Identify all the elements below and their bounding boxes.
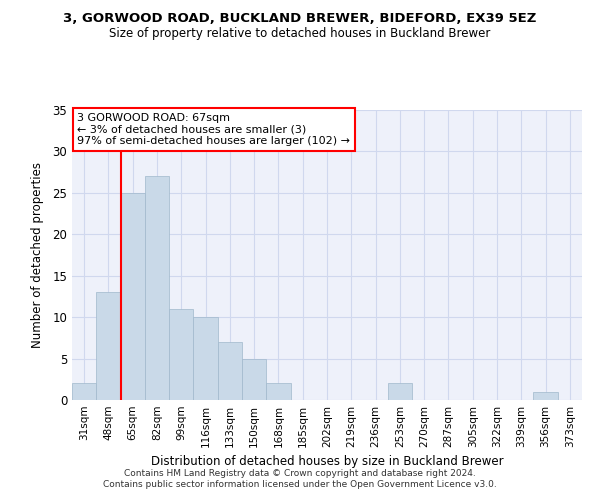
X-axis label: Distribution of detached houses by size in Buckland Brewer: Distribution of detached houses by size …: [151, 456, 503, 468]
Bar: [242, 358, 266, 400]
Bar: [193, 317, 218, 400]
Bar: [388, 384, 412, 400]
Bar: [96, 292, 121, 400]
Text: 3, GORWOOD ROAD, BUCKLAND BREWER, BIDEFORD, EX39 5EZ: 3, GORWOOD ROAD, BUCKLAND BREWER, BIDEFO…: [64, 12, 536, 26]
Bar: [266, 384, 290, 400]
Bar: [533, 392, 558, 400]
Text: 3 GORWOOD ROAD: 67sqm
← 3% of detached houses are smaller (3)
97% of semi-detach: 3 GORWOOD ROAD: 67sqm ← 3% of detached h…: [77, 113, 350, 146]
Text: Contains public sector information licensed under the Open Government Licence v3: Contains public sector information licen…: [103, 480, 497, 489]
Text: Size of property relative to detached houses in Buckland Brewer: Size of property relative to detached ho…: [109, 28, 491, 40]
Bar: [218, 342, 242, 400]
Bar: [121, 193, 145, 400]
Bar: [72, 384, 96, 400]
Bar: [169, 309, 193, 400]
Bar: [145, 176, 169, 400]
Text: Contains HM Land Registry data © Crown copyright and database right 2024.: Contains HM Land Registry data © Crown c…: [124, 468, 476, 477]
Y-axis label: Number of detached properties: Number of detached properties: [31, 162, 44, 348]
